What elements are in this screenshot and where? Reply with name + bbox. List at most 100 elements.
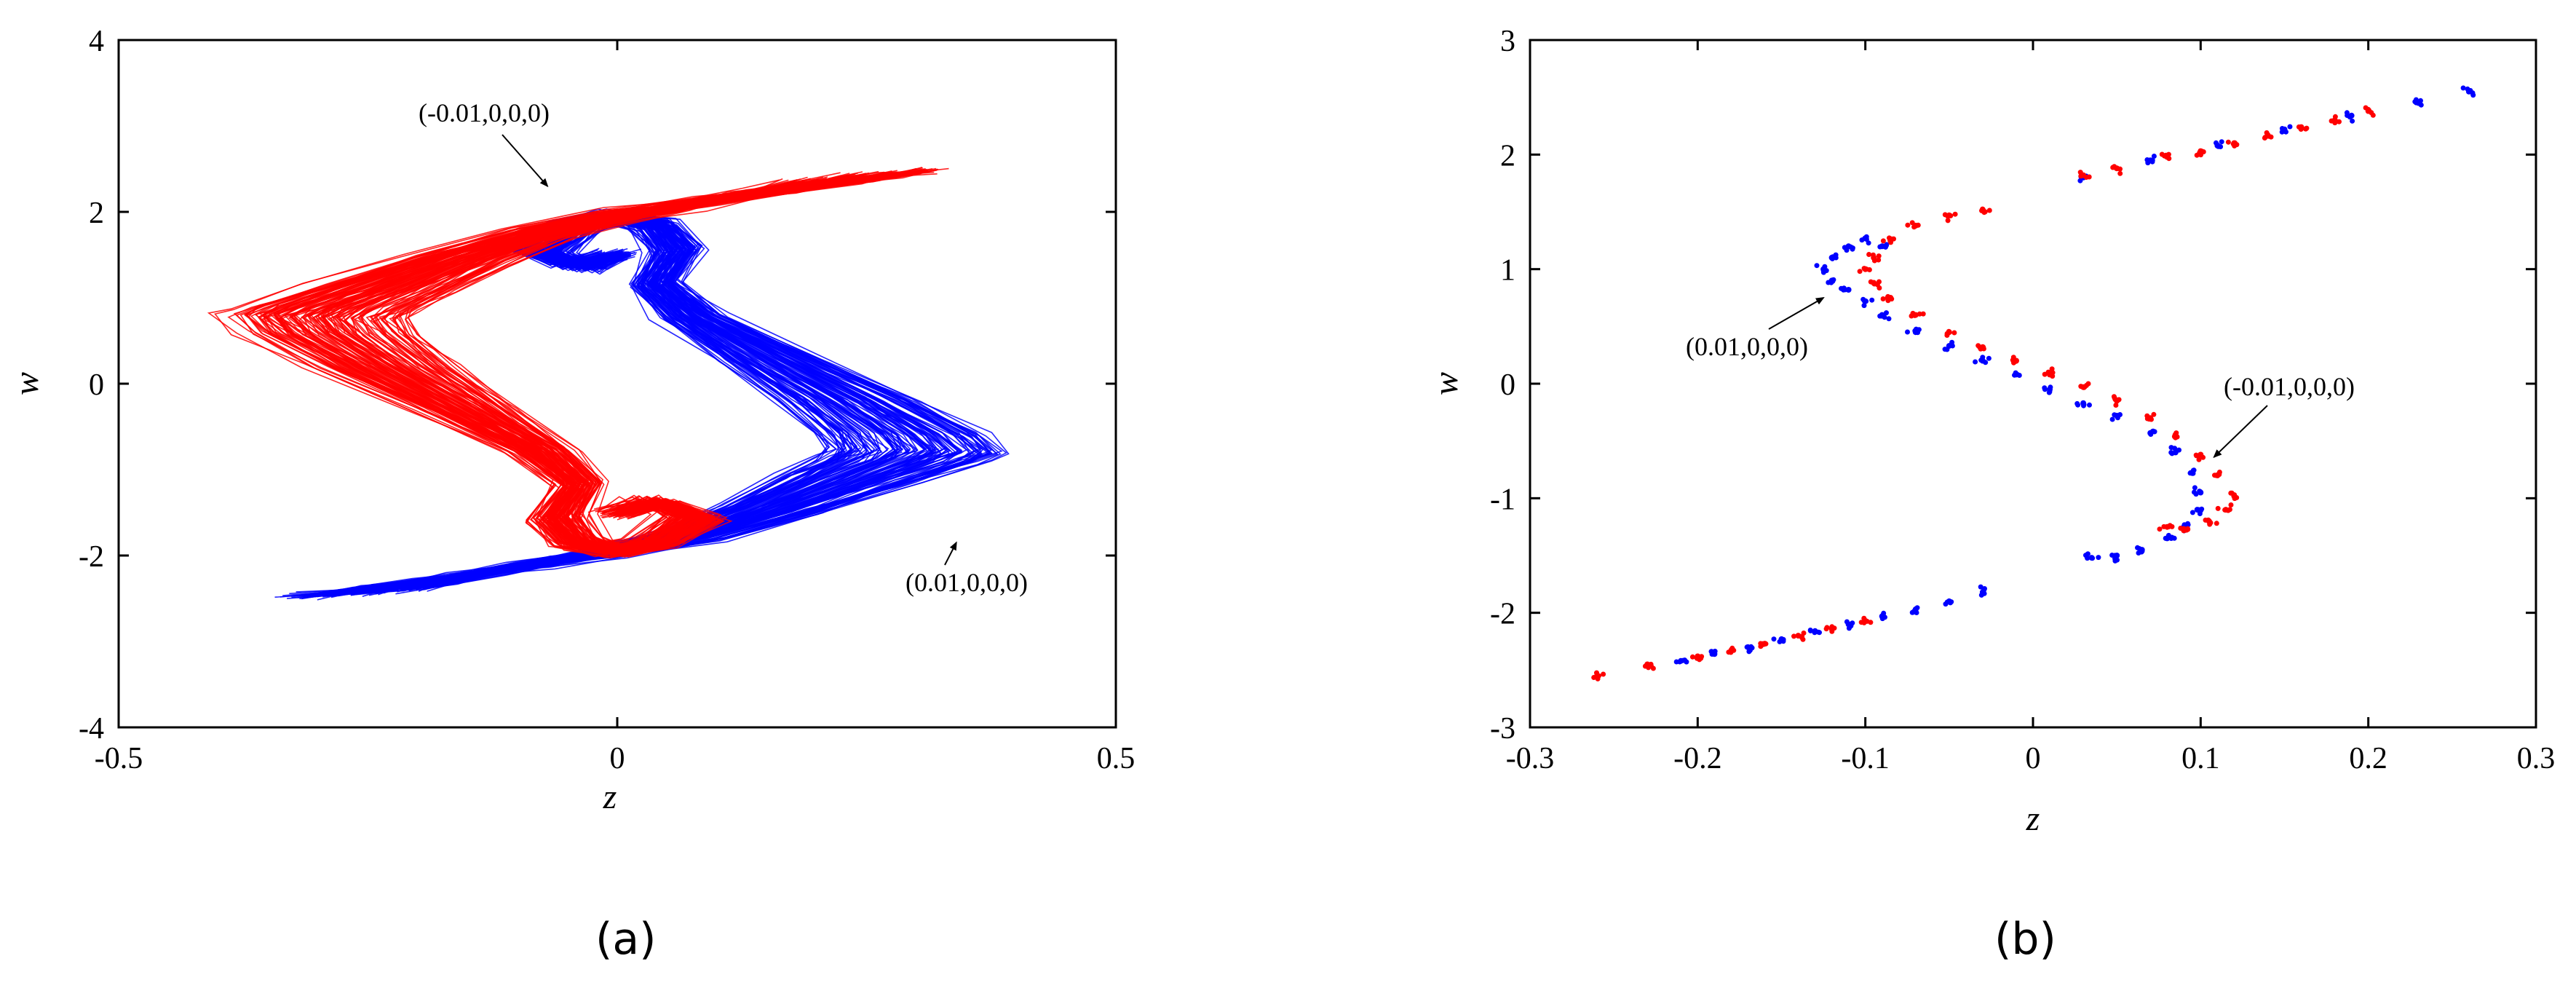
b-scatter-point [1844,619,1850,625]
b-scatter-point [1905,329,1910,335]
b-scatter-point [2192,485,2197,491]
b-scatter-point [1833,255,1839,260]
b-scatter-point [1920,311,1926,317]
b-scatter-point [1948,213,1954,218]
b-scatter-point [2185,526,2190,531]
b-scatter-point [1847,624,1852,630]
b-scatter-point [2157,526,2163,532]
b-scatter-point [1763,641,1769,647]
b-annotation-label: (-0.01,0,0,0) [2224,372,2355,401]
b-scatter-point [1799,635,1804,641]
b-scatter-point [1876,257,1882,263]
a-x-tick-label: 0.5 [1097,742,1136,775]
b-scatter-point [2169,451,2175,457]
b-scatter-point [1910,310,1916,316]
b-scatter-point [2109,416,2115,422]
b-scatter-point [2225,507,2231,513]
b-scatter-point [2050,374,2056,379]
b-scatter-point [1749,645,1755,651]
b-scatter-point [2418,98,2423,103]
b-scatter-point [2074,400,2080,406]
b-scatter-point [1822,264,1828,269]
b-scatter-point [2147,416,2152,422]
a-annotation-label: (-0.01,0,0,0) [419,98,550,127]
b-scatter-point [1885,298,1891,304]
b-scatter-point [1829,624,1835,630]
b-scatter-point [2181,526,2187,531]
b-scatter-point [2214,521,2219,526]
b-y-tick-label: 2 [1500,139,1515,173]
b-scatter-point [1942,212,1948,218]
b-scatter-point [2086,174,2092,180]
a-y-tick-label: -2 [79,540,104,574]
b-scatter-point [1905,222,1911,228]
b-y-tick-label: 0 [1500,368,1515,402]
b-scatter-point [2304,125,2310,131]
b-scatter-point [2228,502,2234,507]
b-y-tick-label: -1 [1490,483,1515,516]
b-scatter-point [2087,402,2092,408]
b-scatter-point [2085,381,2091,387]
b-scatter-point [1859,237,1865,243]
b-scatter-point [2162,153,2168,159]
b-scatter-point [1850,246,1855,252]
b-scatter-point [2165,151,2171,157]
b-scatter-point [1882,614,1887,620]
chart-b: -0.3 -0.2 -0.1 0 0.1 0.2 0.3 -3 -2 -1 0 1 2 3 (0.01,0… [1427,25,2555,838]
b-scatter-point [2283,129,2288,135]
b-scatter-point [2366,106,2371,112]
b-scatter-point [1642,663,1648,669]
b-scatter-point [1744,644,1750,650]
a-x-tick-label: -0.5 [95,742,143,775]
b-scatter-point [2042,385,2048,391]
b-scatter-point [1812,630,1818,636]
b-scatter-point [2232,492,2238,498]
b-scatter-point [1944,347,1950,352]
b-scatter-point [1914,605,1920,611]
b-scatter-point [2191,467,2197,473]
b-scatter-point [2113,165,2119,171]
b-scatter-point [1777,639,1783,644]
b-scatter-point [2168,445,2174,451]
b-scatter-point [2166,156,2172,162]
b-scatter-point [2112,395,2117,401]
b-x-tick-label: 0.2 [2349,742,2387,775]
b-scatter-point [2460,85,2466,91]
b-scatter-point [2173,430,2179,436]
b-scatter-point [2078,173,2084,179]
b-scatter-point [2090,556,2096,561]
b-y-axis-label: w [1427,372,1465,395]
b-scatter-point [2470,90,2476,96]
b-scatter-point [2225,139,2231,145]
b-scatter-point [1649,663,1654,669]
a-annotation-arrow [502,134,549,188]
b-scatter-point [2151,154,2157,159]
b-scatter-point [2198,507,2204,513]
a-data-layer [207,167,1010,601]
b-scatter-point [2139,548,2145,554]
b-scatter-point [1591,675,1597,680]
b-scatter-point [2117,170,2123,176]
b-annotation-arrow [1768,297,1825,330]
b-scatter-point [2135,545,2140,550]
b-scatter-point [1673,659,1679,665]
b-scatter-point [2151,411,2157,417]
b-scatter-point [1828,280,1834,285]
b-scatter-point [2115,415,2120,421]
b-annotations: (0.01,0,0,0) (-0.01,0,0,0) [1686,297,2355,459]
b-scatter-point [1882,315,1887,320]
b-scatter-point [1844,248,1850,253]
b-scatter-point [1840,286,1845,292]
b-scatter-point [1868,279,1874,285]
a-y-tick-label: 4 [89,25,104,58]
b-scatter-point [1871,252,1876,258]
b-x-tick-label: -0.3 [1506,742,1555,775]
b-scatter-point [1949,599,1954,605]
b-scatter-point [1807,628,1813,633]
b-scatter-point [1863,237,1869,242]
b-scatter-point [2197,150,2203,156]
b-scatter-point [1982,586,1987,591]
b-scatter-point [1861,303,1867,309]
b-scatter-point [2207,521,2213,527]
b-scatter-point [2329,118,2334,124]
